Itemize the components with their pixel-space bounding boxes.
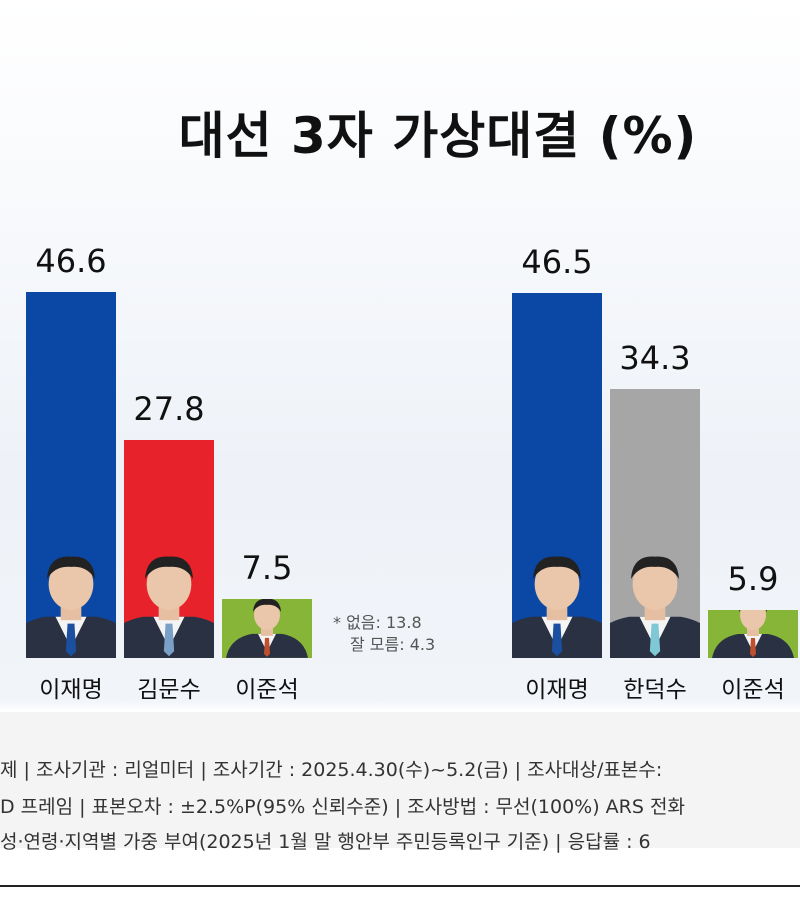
candidate-name: 이준석 xyxy=(235,677,299,703)
note-unknown: 잘 모름: 4.3 xyxy=(350,635,436,654)
footer-line-1: 제 | 조사기관 : 리얼미터 | 조사기간 : 2025.4.30(수)~5.… xyxy=(0,759,663,781)
candidate-photo xyxy=(512,548,602,658)
candidate-name: 이재명 xyxy=(39,677,103,703)
survey-footer: 제 | 조사기관 : 리얼미터 | 조사기간 : 2025.4.30(수)~5.… xyxy=(0,712,800,853)
footer-line-3: 성·연령·지역별 가중 부여(2025년 1월 말 행안부 주민등록인구 기준)… xyxy=(0,831,651,853)
value-label: 34.3 xyxy=(619,338,691,377)
candidate-photo xyxy=(124,548,214,658)
candidate-name: 이재명 xyxy=(525,677,589,703)
footer-line-2: D 프레임 | 표본오차 : ±2.5%P(95% 신뢰수준) | 조사방법 :… xyxy=(0,796,685,818)
candidate-name: 이준석 xyxy=(721,677,785,703)
chart-title: 대선 3자 가상대결 (%) xyxy=(178,107,698,165)
candidate-photo xyxy=(610,548,700,658)
note-none: * 없음: 13.8 xyxy=(333,613,422,632)
candidate-photo xyxy=(708,610,798,658)
candidate-name: 한덕수 xyxy=(623,677,687,703)
value-label: 46.6 xyxy=(35,242,107,281)
value-label: 27.8 xyxy=(133,389,205,428)
candidate-name: 김문수 xyxy=(137,677,201,703)
value-label: 5.9 xyxy=(727,560,779,598)
candidate-photo xyxy=(26,548,116,658)
value-label: 7.5 xyxy=(241,549,293,588)
bottom-rule xyxy=(0,885,800,887)
value-label: 46.5 xyxy=(521,242,593,281)
candidate-photo xyxy=(222,599,312,658)
